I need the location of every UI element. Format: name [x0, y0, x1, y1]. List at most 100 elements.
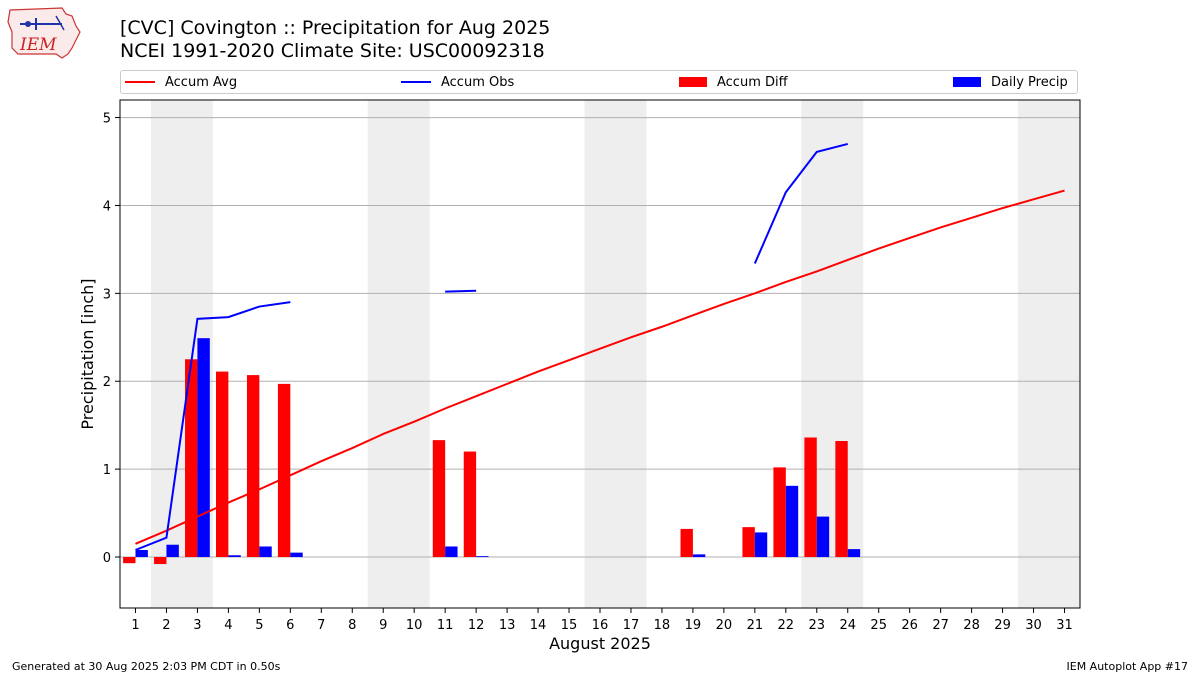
x-tick-label: 24: [839, 618, 856, 633]
accum-obs-line: [135, 301, 291, 551]
accum-diff-bar: [123, 557, 136, 564]
x-tick-label: 26: [901, 618, 918, 633]
daily-precip-bar: [135, 549, 148, 558]
legend-item-daily-precip: Daily Precip: [953, 71, 1068, 93]
x-tick-label: 21: [747, 618, 764, 633]
daily-precip-bar: [166, 544, 179, 558]
legend-label: Daily Precip: [991, 74, 1068, 90]
legend-swatch-red-line: [125, 81, 155, 83]
legend-item-accum-diff: Accum Diff: [679, 71, 788, 93]
x-tick-label: 20: [716, 618, 733, 633]
x-tick-label: 22: [778, 618, 795, 633]
daily-precip-bar: [785, 485, 799, 558]
x-tick-label: 6: [286, 618, 294, 633]
accum-diff-bar: [773, 467, 786, 558]
weekend-band: [801, 100, 833, 608]
x-tick-label: 2: [162, 618, 170, 633]
accum-diff-bar: [216, 371, 229, 558]
accum-diff-bar: [432, 440, 446, 558]
y-tick-label: 2: [103, 375, 111, 390]
x-tick-label: 19: [685, 618, 702, 633]
x-tick-label: 30: [1025, 618, 1042, 633]
daily-precip-bar: [692, 554, 706, 558]
legend-label: Accum Diff: [717, 74, 788, 90]
accum-diff-bar: [154, 557, 167, 565]
plot-frame: [119, 99, 1081, 609]
legend-item-accum-obs: Accum Obs: [401, 71, 514, 93]
x-tick-label: 14: [530, 618, 547, 633]
accum-diff-bar: [185, 359, 198, 558]
daily-precip-bar: [445, 546, 458, 558]
accum-diff-bar: [463, 451, 477, 558]
daily-precip-bar: [754, 532, 768, 558]
accum-diff-bar: [246, 375, 260, 558]
weekend-band: [584, 100, 616, 608]
daily-precip-bar: [259, 546, 272, 558]
daily-precip-bar: [847, 549, 861, 558]
daily-precip-bar: [197, 338, 210, 558]
y-axis-label: Precipitation [inch]: [78, 278, 97, 429]
weekend-band: [1018, 100, 1050, 608]
x-tick-label: 13: [499, 618, 516, 633]
accum-diff-bar: [742, 527, 755, 558]
weekend-band: [181, 100, 213, 608]
accum-obs-line: [445, 289, 477, 293]
x-tick-label: 29: [994, 618, 1011, 633]
accum-diff-bar: [835, 441, 848, 558]
weekend-band: [398, 100, 430, 608]
accum-obs-line: [753, 142, 848, 264]
y-tick-label: 5: [103, 112, 111, 127]
x-tick-label: 23: [809, 618, 826, 633]
x-tick-label: 1: [131, 618, 139, 633]
logo-text: IEM: [19, 35, 57, 55]
x-tick-label: 31: [1056, 618, 1073, 633]
footer-app: IEM Autoplot App #17: [1066, 660, 1189, 673]
weekend-band: [1049, 100, 1080, 608]
chart-title: [CVC] Covington :: Precipitation for Aug…: [120, 17, 551, 39]
legend-swatch-blue-box: [953, 77, 981, 87]
x-tick-label: 11: [437, 618, 454, 633]
daily-precip-bar: [476, 556, 489, 558]
x-tick-label: 5: [255, 618, 263, 633]
legend-label: Accum Obs: [441, 74, 515, 90]
daily-precip-bar: [228, 555, 241, 558]
weekend-band: [832, 100, 864, 608]
y-tick-label: 4: [103, 199, 111, 214]
x-tick-label: 27: [932, 618, 949, 633]
weekend-band: [150, 100, 182, 608]
x-tick-label: 15: [561, 618, 578, 633]
iem-logo: IEM: [7, 7, 81, 59]
weekend-band: [367, 100, 399, 608]
weekend-band: [615, 100, 647, 608]
x-axis-label: August 2025: [549, 634, 651, 653]
x-tick-label: 25: [870, 618, 887, 633]
accum-diff-bar: [277, 383, 291, 558]
y-tick-label: 3: [103, 287, 111, 302]
x-tick-label: 4: [224, 618, 232, 633]
legend: Accum Avg Accum Obs Accum Diff Daily Pre…: [120, 70, 1078, 94]
x-tick-label: 16: [592, 618, 609, 633]
chart-subtitle: NCEI 1991-2020 Climate Site: USC00092318: [120, 40, 545, 62]
x-tick-label: 12: [468, 618, 485, 633]
x-tick-label: 3: [193, 618, 201, 633]
x-tick-label: 10: [406, 618, 423, 633]
y-tick-label: 0: [103, 551, 111, 566]
x-tick-label: 8: [348, 618, 356, 633]
daily-precip-bar: [290, 552, 303, 558]
x-tick-label: 18: [654, 618, 671, 633]
x-tick-label: 7: [317, 618, 325, 633]
accum-avg-line: [135, 189, 1065, 545]
legend-item-accum-avg: Accum Avg: [125, 71, 237, 93]
y-tick-label: 1: [103, 463, 111, 478]
accum-diff-bar: [804, 437, 817, 558]
legend-swatch-blue-line: [401, 81, 431, 83]
daily-precip-bar: [816, 516, 830, 558]
x-tick-label: 28: [963, 618, 980, 633]
accum-diff-bar: [680, 528, 693, 558]
legend-label: Accum Avg: [165, 74, 238, 90]
x-tick-label: 17: [623, 618, 640, 633]
footer-generated: Generated at 30 Aug 2025 2:03 PM CDT in …: [12, 660, 281, 673]
legend-swatch-red-box: [679, 77, 707, 87]
x-tick-label: 9: [379, 618, 387, 633]
